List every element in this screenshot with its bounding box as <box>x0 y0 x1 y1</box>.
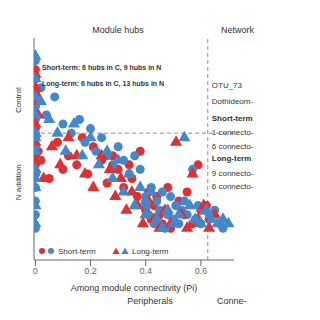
svg-text:0: 0 <box>33 266 38 276</box>
svg-text:N addition: N addition <box>15 164 24 200</box>
svg-text:Peripherals: Peripherals <box>127 296 173 306</box>
svg-text:Short-term: Short-term <box>212 114 253 123</box>
svg-text:Long-term: 6 hubs in C, 13 hub: Long-term: 6 hubs in C, 13 hubs in N <box>42 80 164 88</box>
svg-text:Short-term: Short-term <box>58 247 96 256</box>
svg-text:Long-term: Long-term <box>212 154 252 163</box>
svg-text:0.6: 0.6 <box>195 266 208 276</box>
svg-text:6 connecto-: 6 connecto- <box>212 182 254 191</box>
svg-text:Short-term: 6 hubs in C, 9 hub: Short-term: 6 hubs in C, 9 hubs in N <box>42 64 161 72</box>
svg-text:Control: Control <box>15 87 24 113</box>
svg-text:Dothideom-: Dothideom- <box>212 97 254 106</box>
svg-text:Conne-: Conne- <box>217 296 247 306</box>
svg-text:OTU_73: OTU_73 <box>212 81 243 90</box>
svg-text:0.4: 0.4 <box>139 266 152 276</box>
svg-text:9 connecto-: 9 connecto- <box>212 169 254 178</box>
svg-text:0.2: 0.2 <box>84 266 97 276</box>
svg-text:6 connecto-: 6 connecto- <box>212 142 254 151</box>
svg-text:Among module connectivity (Pi): Among module connectivity (Pi) <box>71 283 198 293</box>
svg-text:Long-term: Long-term <box>132 247 169 256</box>
svg-text:Module hubs: Module hubs <box>92 25 144 35</box>
svg-text:1 connecto-: 1 connecto- <box>212 128 254 137</box>
svg-text:Network: Network <box>221 25 255 35</box>
